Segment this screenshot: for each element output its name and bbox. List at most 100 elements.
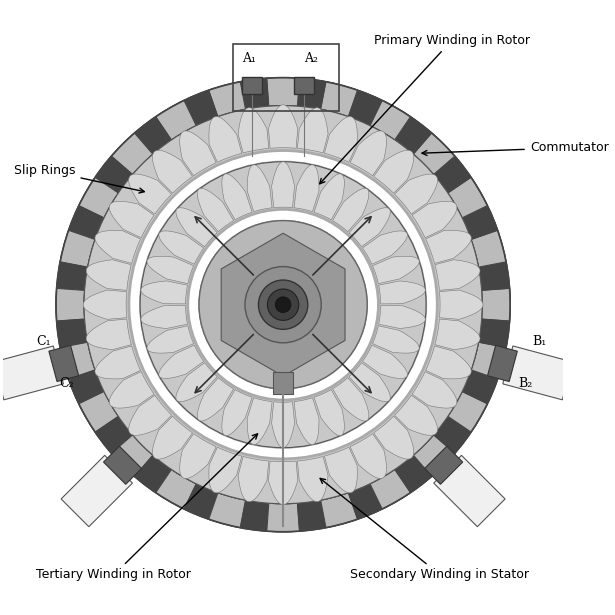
Polygon shape: [247, 165, 272, 212]
Polygon shape: [83, 290, 127, 319]
Wedge shape: [320, 493, 357, 528]
Wedge shape: [240, 78, 269, 109]
Circle shape: [199, 221, 367, 389]
Polygon shape: [294, 165, 319, 212]
Circle shape: [188, 209, 378, 400]
Wedge shape: [68, 205, 104, 239]
Wedge shape: [320, 82, 357, 117]
Polygon shape: [412, 201, 457, 238]
Text: C₁: C₁: [36, 335, 51, 347]
Polygon shape: [435, 260, 480, 290]
Wedge shape: [111, 133, 153, 175]
Polygon shape: [298, 456, 328, 502]
Polygon shape: [440, 290, 483, 319]
Polygon shape: [153, 416, 192, 459]
Circle shape: [56, 77, 510, 532]
Polygon shape: [412, 371, 457, 408]
Wedge shape: [413, 133, 454, 175]
Wedge shape: [240, 500, 269, 531]
Polygon shape: [95, 231, 141, 263]
FancyBboxPatch shape: [242, 76, 263, 95]
Text: A₂: A₂: [304, 52, 318, 65]
Polygon shape: [324, 447, 357, 493]
Polygon shape: [426, 346, 471, 379]
Wedge shape: [156, 100, 196, 140]
Circle shape: [268, 289, 299, 320]
Polygon shape: [426, 231, 471, 263]
Polygon shape: [141, 306, 188, 328]
Polygon shape: [349, 208, 391, 247]
Polygon shape: [324, 117, 357, 162]
Polygon shape: [129, 395, 172, 435]
Polygon shape: [294, 398, 319, 445]
Wedge shape: [111, 435, 153, 477]
Polygon shape: [333, 378, 369, 421]
Circle shape: [140, 162, 426, 448]
Wedge shape: [370, 469, 410, 509]
Polygon shape: [176, 208, 217, 247]
Polygon shape: [272, 162, 295, 208]
Wedge shape: [448, 392, 488, 432]
Polygon shape: [314, 389, 344, 435]
Polygon shape: [86, 319, 131, 350]
Wedge shape: [267, 503, 300, 532]
Polygon shape: [61, 455, 132, 526]
Polygon shape: [49, 346, 79, 381]
Polygon shape: [269, 105, 298, 148]
Circle shape: [129, 151, 437, 459]
Circle shape: [140, 162, 426, 448]
Polygon shape: [222, 174, 252, 220]
Wedge shape: [434, 416, 471, 453]
Polygon shape: [238, 456, 269, 502]
Polygon shape: [147, 326, 194, 353]
Circle shape: [276, 297, 291, 312]
Polygon shape: [159, 345, 204, 378]
Polygon shape: [147, 256, 194, 284]
Wedge shape: [95, 416, 133, 453]
Polygon shape: [109, 371, 154, 408]
Wedge shape: [60, 342, 95, 379]
Text: Primary Winding in Rotor: Primary Winding in Rotor: [320, 34, 530, 184]
Polygon shape: [180, 434, 216, 478]
Polygon shape: [176, 363, 217, 402]
Wedge shape: [79, 177, 118, 218]
Text: Tertiary Winding in Rotor: Tertiary Winding in Rotor: [36, 434, 258, 581]
Wedge shape: [413, 435, 454, 477]
Polygon shape: [350, 434, 386, 478]
Polygon shape: [395, 395, 437, 435]
Polygon shape: [222, 389, 252, 435]
Polygon shape: [362, 345, 407, 378]
Polygon shape: [333, 188, 369, 232]
Polygon shape: [373, 256, 419, 284]
Polygon shape: [424, 446, 462, 484]
Polygon shape: [197, 378, 234, 421]
Polygon shape: [209, 117, 242, 162]
Wedge shape: [95, 156, 133, 193]
Polygon shape: [197, 188, 234, 232]
Wedge shape: [448, 177, 488, 218]
Wedge shape: [462, 205, 498, 239]
Wedge shape: [208, 493, 245, 528]
Wedge shape: [482, 288, 510, 321]
Text: Commutator: Commutator: [422, 141, 608, 156]
Polygon shape: [374, 150, 414, 193]
Polygon shape: [159, 231, 204, 264]
Wedge shape: [135, 455, 172, 493]
Text: Secondary Winding in Stator: Secondary Winding in Stator: [320, 478, 530, 581]
Wedge shape: [208, 82, 245, 117]
Polygon shape: [314, 174, 344, 220]
Polygon shape: [349, 363, 391, 402]
Text: Slip Rings: Slip Rings: [14, 164, 145, 193]
Polygon shape: [350, 131, 386, 176]
Polygon shape: [238, 108, 269, 153]
Circle shape: [199, 221, 367, 389]
Wedge shape: [434, 156, 471, 193]
Wedge shape: [395, 455, 432, 493]
Polygon shape: [362, 231, 407, 264]
Polygon shape: [221, 233, 345, 376]
Wedge shape: [298, 500, 326, 531]
Wedge shape: [184, 484, 218, 519]
Polygon shape: [95, 346, 141, 379]
Polygon shape: [272, 402, 295, 448]
Wedge shape: [348, 484, 382, 519]
